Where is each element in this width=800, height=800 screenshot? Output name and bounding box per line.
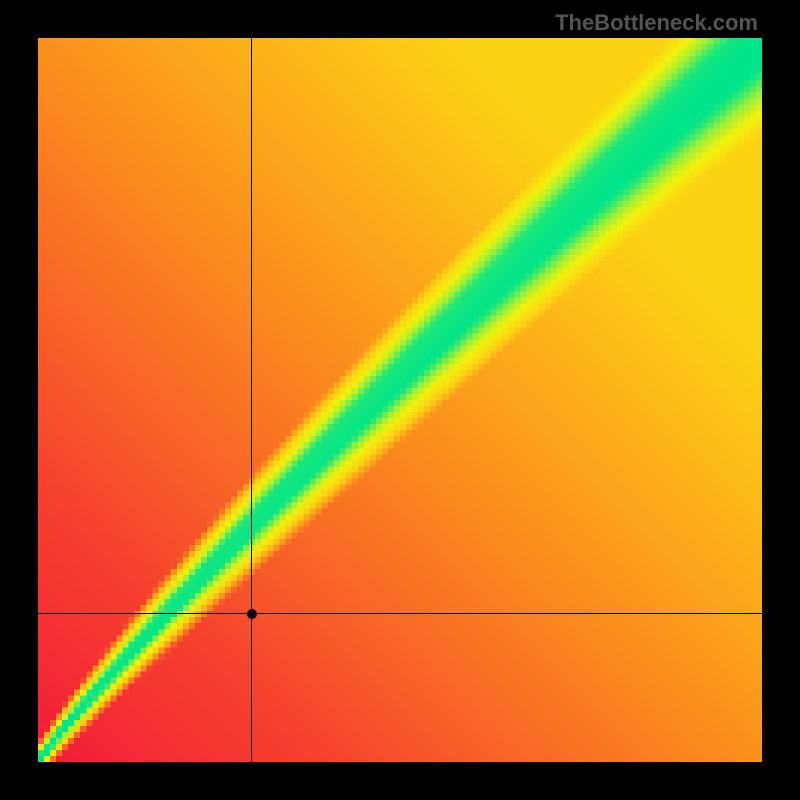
chart-container: TheBottleneck.com (0, 0, 800, 800)
watermark-text: TheBottleneck.com (555, 10, 758, 36)
crosshair-vertical (251, 38, 252, 762)
heatmap-canvas (38, 38, 762, 762)
selection-marker (247, 609, 257, 619)
crosshair-horizontal (38, 613, 762, 614)
